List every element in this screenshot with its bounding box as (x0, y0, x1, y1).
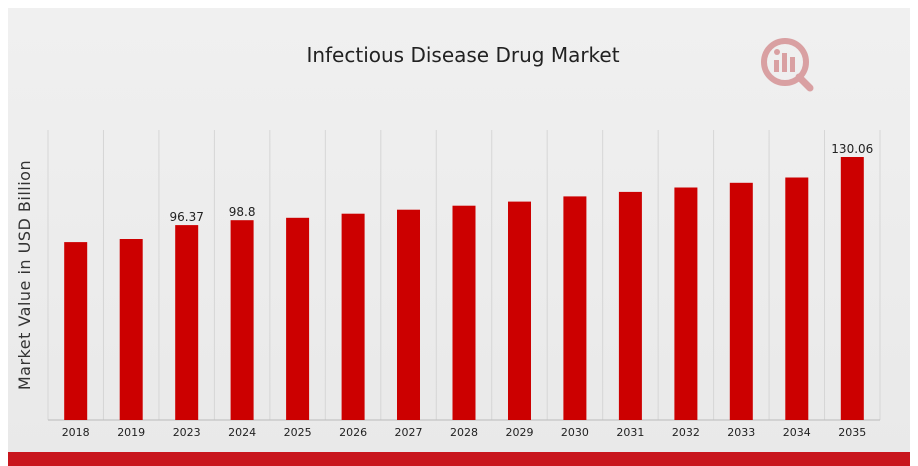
chart-title: Infectious Disease Drug Market (306, 43, 619, 67)
x-tick-label: 2030 (561, 426, 589, 439)
magnifier-chart-logo-icon (764, 41, 810, 88)
bar-2019 (120, 239, 143, 420)
bar-2034 (785, 178, 808, 421)
bar-2032 (674, 188, 697, 421)
bar-2028 (453, 206, 476, 420)
bar-2027 (397, 210, 420, 420)
bar-2023 (175, 225, 198, 420)
x-tick-label: 2031 (616, 426, 644, 439)
y-axis-label: Market Value in USD Billion (15, 160, 34, 390)
x-tick-label: 2032 (672, 426, 700, 439)
bar-2030 (563, 196, 586, 420)
x-tick-label: 2034 (783, 426, 811, 439)
x-tick-label: 2028 (450, 426, 478, 439)
x-tick-label: 2027 (395, 426, 423, 439)
data-label: 96.37 (170, 210, 204, 224)
x-tick-label: 2029 (506, 426, 534, 439)
x-tick-label: 2025 (284, 426, 312, 439)
tick-label-layer: 2018 2019 2023 2024 2025 2026 2027 2028 2029 2030… (62, 426, 867, 439)
x-tick-label: 2024 (228, 426, 256, 439)
x-tick-label: 2018 (62, 426, 90, 439)
x-tick-label: 2019 (117, 426, 145, 439)
bar-layer (64, 157, 864, 420)
bar-2025 (286, 218, 309, 420)
bar-2033 (730, 183, 753, 420)
bar-2024 (231, 220, 254, 420)
x-tick-label: 2035 (838, 426, 866, 439)
x-tick-label: 2026 (339, 426, 367, 439)
data-label: 130.06 (831, 142, 873, 156)
bar-2018 (64, 242, 87, 420)
bar-2026 (342, 214, 365, 420)
bar-2035 (841, 157, 864, 420)
data-label: 98.8 (229, 205, 256, 219)
x-tick-label: 2033 (727, 426, 755, 439)
x-tick-label: 2023 (173, 426, 201, 439)
bar-2029 (508, 202, 531, 420)
bar-2031 (619, 192, 642, 420)
